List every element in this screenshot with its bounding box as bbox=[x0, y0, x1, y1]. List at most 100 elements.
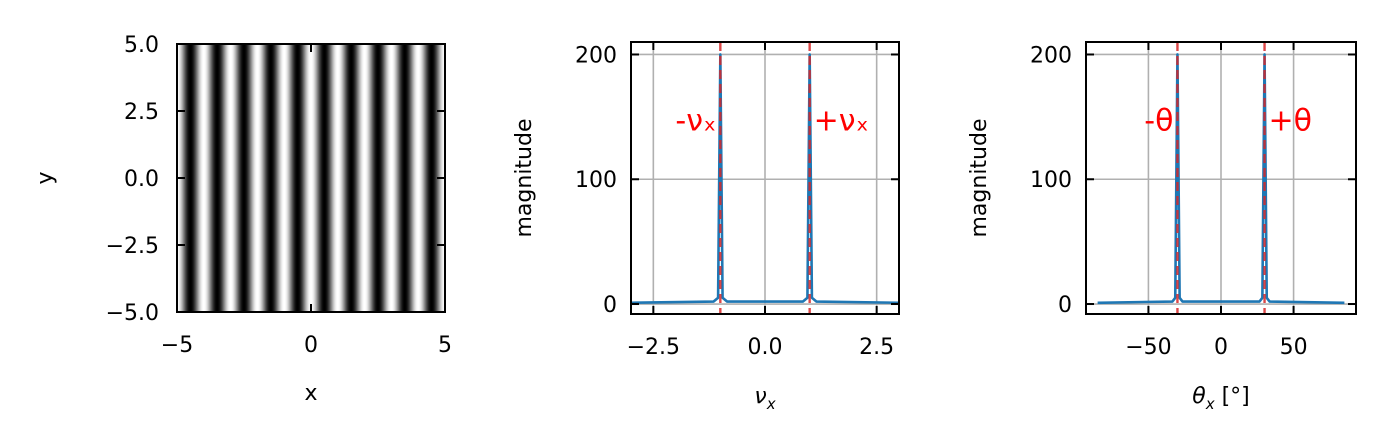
fringe-column bbox=[287, 44, 289, 312]
fringe-column bbox=[332, 44, 334, 312]
frequency-grid bbox=[631, 42, 899, 314]
fringe-column bbox=[213, 44, 215, 312]
fringe-column bbox=[195, 44, 197, 312]
fringe-column bbox=[295, 44, 297, 312]
fringe-column bbox=[233, 44, 235, 312]
fringe-column bbox=[395, 44, 397, 312]
fringe-ylabel: y bbox=[33, 171, 58, 184]
fringe-column bbox=[382, 44, 384, 312]
frequency-ytick-label: 0 bbox=[603, 293, 617, 318]
fringe-column bbox=[373, 44, 375, 312]
fringe-column bbox=[340, 44, 342, 312]
fringe-column bbox=[244, 44, 246, 312]
fringe-column bbox=[255, 44, 257, 312]
angle-xtick-label: 0 bbox=[1214, 335, 1228, 360]
fringe-column bbox=[238, 44, 240, 312]
fringe-column bbox=[329, 44, 331, 312]
fringe-column bbox=[348, 44, 350, 312]
fringe-column bbox=[202, 44, 204, 312]
fringe-column bbox=[252, 44, 254, 312]
angle-ytick-label: 0 bbox=[1058, 293, 1072, 318]
frequency-xtick-label: −2.5 bbox=[627, 335, 680, 360]
fringe-column bbox=[271, 44, 273, 312]
frequency-ytick-label: 100 bbox=[575, 168, 617, 193]
fringe-column bbox=[318, 44, 320, 312]
fringe-column bbox=[360, 44, 362, 312]
fringe-column bbox=[402, 44, 404, 312]
fringe-column bbox=[291, 44, 293, 312]
fringe-column bbox=[353, 44, 355, 312]
fringe-column bbox=[203, 44, 205, 312]
fringe-column bbox=[294, 44, 296, 312]
fringe-column bbox=[317, 44, 319, 312]
fringe-column bbox=[279, 44, 281, 312]
angle-ytick-label: 100 bbox=[1030, 168, 1072, 193]
fringe-column bbox=[379, 44, 381, 312]
fringe-column bbox=[315, 44, 317, 312]
fringe-column bbox=[396, 44, 398, 312]
fringe-column bbox=[298, 44, 300, 312]
fringe-column bbox=[403, 44, 405, 312]
fringe-column bbox=[250, 44, 252, 312]
fringe-column bbox=[253, 44, 255, 312]
fringe-column bbox=[268, 44, 270, 312]
fringe-column bbox=[417, 44, 419, 312]
angle-spectrum-panel: −50 0 50 0 100 200 -θ +θ θx [°] magnitude bbox=[967, 41, 1357, 413]
fringe-column bbox=[192, 44, 194, 312]
fringe-column bbox=[349, 44, 351, 312]
frequency-xtick-label: 2.5 bbox=[859, 335, 894, 360]
fringe-column bbox=[436, 44, 438, 312]
fringe-column bbox=[432, 44, 434, 312]
fringe-column bbox=[232, 44, 234, 312]
fringe-column bbox=[409, 44, 411, 312]
fringe-column bbox=[355, 44, 357, 312]
fringe-column bbox=[365, 44, 367, 312]
fringe-column bbox=[424, 44, 426, 312]
fringe-column bbox=[220, 44, 222, 312]
fringe-column bbox=[304, 44, 306, 312]
fringe-column bbox=[210, 44, 212, 312]
fringe-ytick-label: 5.0 bbox=[124, 33, 159, 58]
fringe-column bbox=[420, 44, 422, 312]
fringe-column bbox=[230, 44, 232, 312]
fringe-column bbox=[204, 44, 206, 312]
fringe-column bbox=[415, 44, 417, 312]
fringe-image bbox=[177, 44, 445, 312]
fringe-column bbox=[334, 44, 336, 312]
fringe-column bbox=[223, 44, 225, 312]
fringe-column bbox=[231, 44, 233, 312]
fringe-column bbox=[248, 44, 250, 312]
fringe-column bbox=[406, 44, 408, 312]
fringe-column bbox=[235, 44, 237, 312]
fringe-column bbox=[421, 44, 423, 312]
fringe-column bbox=[226, 44, 228, 312]
fringe-column bbox=[307, 44, 309, 312]
fringe-column bbox=[411, 44, 413, 312]
fringe-column bbox=[266, 44, 268, 312]
fringe-column bbox=[390, 44, 392, 312]
fringe-xlabel: x bbox=[304, 381, 317, 406]
fringe-column bbox=[217, 44, 219, 312]
fringe-column bbox=[331, 44, 333, 312]
fringe-column bbox=[188, 44, 190, 312]
fringe-column bbox=[419, 44, 421, 312]
fringe-column bbox=[346, 44, 348, 312]
fringe-column bbox=[335, 44, 337, 312]
fringe-column bbox=[416, 44, 418, 312]
fringe-column bbox=[208, 44, 210, 312]
fringe-column bbox=[293, 44, 295, 312]
fringe-column bbox=[367, 44, 369, 312]
fringe-column bbox=[341, 44, 343, 312]
fringe-column bbox=[425, 44, 427, 312]
fringe-column bbox=[356, 44, 358, 312]
fringe-column bbox=[385, 44, 387, 312]
fringe-column bbox=[427, 44, 429, 312]
fringe-column bbox=[300, 44, 302, 312]
fringe-column bbox=[259, 44, 261, 312]
fringe-column bbox=[352, 44, 354, 312]
frequency-xtick-label: 0.0 bbox=[748, 335, 783, 360]
fringe-column bbox=[285, 44, 287, 312]
fringe-column bbox=[267, 44, 269, 312]
fringe-column bbox=[408, 44, 410, 312]
fringe-column bbox=[378, 44, 380, 312]
